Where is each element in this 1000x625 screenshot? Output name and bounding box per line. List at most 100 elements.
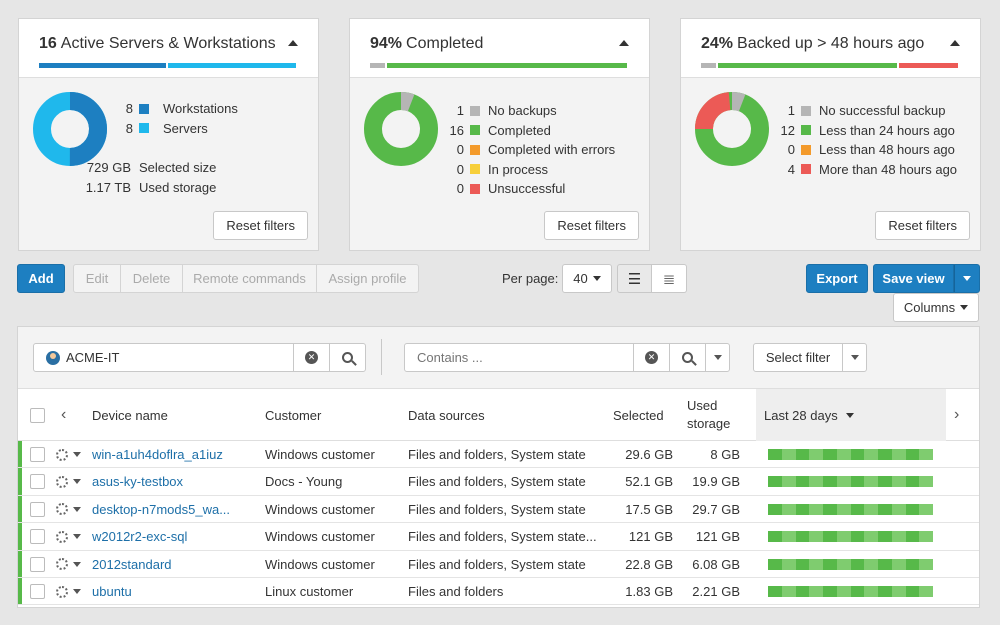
legend-item[interactable]: 12 Less than 24 hours ago [780, 122, 955, 138]
compact-view-button[interactable]: ≣ [652, 264, 687, 293]
select-filter-button[interactable]: Select filter [765, 350, 831, 365]
table-row[interactable]: 2012standard Windows customer Files and fo… [18, 550, 979, 578]
clear-contains-button[interactable]: ✕ [633, 344, 669, 371]
row-actions[interactable] [56, 551, 81, 578]
select-filter-dropdown[interactable] [842, 344, 866, 371]
row-actions[interactable] [56, 578, 81, 605]
card-header[interactable]: 24% Backed up > 48 hours ago [681, 19, 980, 78]
reset-filters-button[interactable]: Reset filters [213, 211, 308, 240]
column-device-name[interactable]: Device name [92, 407, 168, 423]
card-header[interactable]: 94% Completed [350, 19, 649, 78]
row-actions[interactable] [56, 441, 81, 468]
chevron-down-icon [73, 452, 81, 457]
contains-dropdown[interactable] [705, 344, 729, 371]
column-last-28-days[interactable]: Last 28 days [756, 389, 946, 441]
table-row[interactable]: asus-ky-testbox Docs - Young Files and fol… [18, 468, 979, 496]
donut-chart [695, 92, 769, 166]
per-page-select[interactable]: 40 [562, 264, 612, 293]
data-sources-cell: Files and folders, System state [408, 447, 586, 462]
chevron-down-icon [73, 534, 81, 540]
legend-item[interactable]: 0 Completed with errors [456, 142, 616, 158]
contains-input[interactable] [405, 350, 633, 365]
columns-button[interactable]: Columns [893, 293, 979, 322]
used-storage-cell: 121 GB [695, 529, 740, 545]
row-checkbox[interactable] [30, 496, 45, 523]
column-customer[interactable]: Customer [265, 407, 322, 423]
card-legend: 1 No successful backup 12 Less than 24 hou… [761, 101, 958, 179]
save-view-dropdown[interactable] [954, 264, 980, 293]
legend-item[interactable]: 4 More than 48 hours ago [787, 161, 958, 177]
customer-filter-value[interactable]: ACME-IT [66, 350, 120, 365]
search-icon [342, 352, 353, 363]
device-name-link[interactable]: desktop-n7mods5_wa... [92, 501, 231, 517]
collapse-caret-icon[interactable] [288, 40, 298, 46]
chevron-down-icon [73, 589, 81, 594]
reset-filters-button[interactable]: Reset filters [544, 211, 639, 240]
collapse-caret-icon[interactable] [619, 40, 629, 46]
row-checkbox[interactable] [30, 441, 45, 468]
table-row[interactable]: w2012r2-exc-sql Windows customer Files and… [18, 523, 979, 551]
status-indicator [18, 495, 22, 523]
select-all-checkbox[interactable] [30, 389, 45, 441]
add-button[interactable]: Add [17, 264, 65, 293]
device-name-link[interactable]: 2012standard [92, 556, 172, 572]
table-row[interactable]: desktop-n7mods5_wa... Windows customer Fil… [18, 495, 979, 524]
data-sources-cell: Files and folders, System state [408, 474, 586, 490]
selected-size-cell: 17.5 GB [625, 501, 673, 517]
scroll-right-icon[interactable]: › [954, 406, 960, 423]
search-contains-button[interactable] [669, 344, 705, 371]
row-checkbox[interactable] [30, 523, 45, 550]
save-view-button[interactable]: Save view [873, 264, 954, 293]
row-checkbox[interactable] [30, 578, 45, 605]
table-row[interactable]: win-a1uh4doflra_a1iuz Windows customer Fil… [18, 441, 979, 469]
search-customer-button[interactable] [329, 344, 365, 371]
row-actions[interactable] [56, 523, 81, 550]
export-button[interactable]: Export [806, 264, 868, 293]
legend-item[interactable]: 0 Less than 48 hours ago [787, 142, 955, 158]
device-name-link[interactable]: asus-ky-testbox [92, 474, 184, 490]
donut-chart [364, 92, 438, 166]
gear-icon [56, 530, 68, 543]
row-checkbox[interactable] [30, 468, 45, 495]
clear-customer-button[interactable]: ✕ [293, 344, 329, 371]
device-name-link[interactable]: win-a1uh4doflra_a1iuz [92, 447, 223, 462]
selected-size-cell: 52.1 GB [625, 474, 673, 490]
list-view-button[interactable]: ☰ [617, 264, 652, 293]
legend-item[interactable]: 16 Completed [449, 122, 551, 138]
used-storage-cell: 19.9 GB [692, 474, 740, 490]
legend-item[interactable]: 8 Servers [125, 120, 208, 136]
history-bar [768, 496, 933, 523]
device-name-link[interactable]: w2012r2-exc-sql [92, 529, 188, 545]
legend-item[interactable]: 8 Workstations [125, 101, 238, 117]
table-row[interactable]: ubuntu Linux customer Files and folders 1.8… [18, 578, 979, 606]
reset-filters-button[interactable]: Reset filters [875, 211, 970, 240]
legend-item[interactable]: 0 Unsuccessful [456, 181, 566, 197]
column-data-sources[interactable]: Data sources [408, 407, 485, 423]
assign-profile-button[interactable]: Assign profile [317, 264, 419, 293]
row-actions[interactable] [56, 496, 81, 523]
selected-size-cell: 121 GB [628, 529, 673, 545]
selected-size-cell: 1.83 GB [625, 584, 673, 599]
divider [381, 339, 382, 375]
collapse-caret-icon[interactable] [950, 40, 960, 46]
column-selected[interactable]: Selected [613, 407, 664, 423]
legend-item[interactable]: 1 No backups [456, 103, 557, 119]
legend-item[interactable]: 0 In process [456, 161, 548, 177]
edit-button[interactable]: Edit [73, 264, 121, 293]
scroll-left-icon[interactable]: ‹ [61, 406, 67, 423]
legend-item[interactable]: 1 No successful backup [787, 103, 946, 119]
device-name-link[interactable]: ubuntu [92, 584, 132, 599]
column-used-storage[interactable]: Used storage [687, 398, 731, 431]
card-progress-bar [701, 63, 960, 68]
customer-cell: Windows customer [265, 529, 375, 545]
user-icon [46, 350, 60, 365]
chevron-down-icon [73, 561, 81, 567]
delete-button[interactable]: Delete [121, 264, 183, 293]
card-header[interactable]: 16 Active Servers & Workstations [19, 19, 318, 78]
data-sources-cell: Files and folders, System state [408, 556, 586, 572]
data-sources-cell: Files and folders [408, 584, 504, 599]
remote-commands-button[interactable]: Remote commands [183, 264, 317, 293]
row-actions[interactable] [56, 468, 81, 495]
row-checkbox[interactable] [30, 551, 45, 578]
history-bar [768, 523, 933, 550]
